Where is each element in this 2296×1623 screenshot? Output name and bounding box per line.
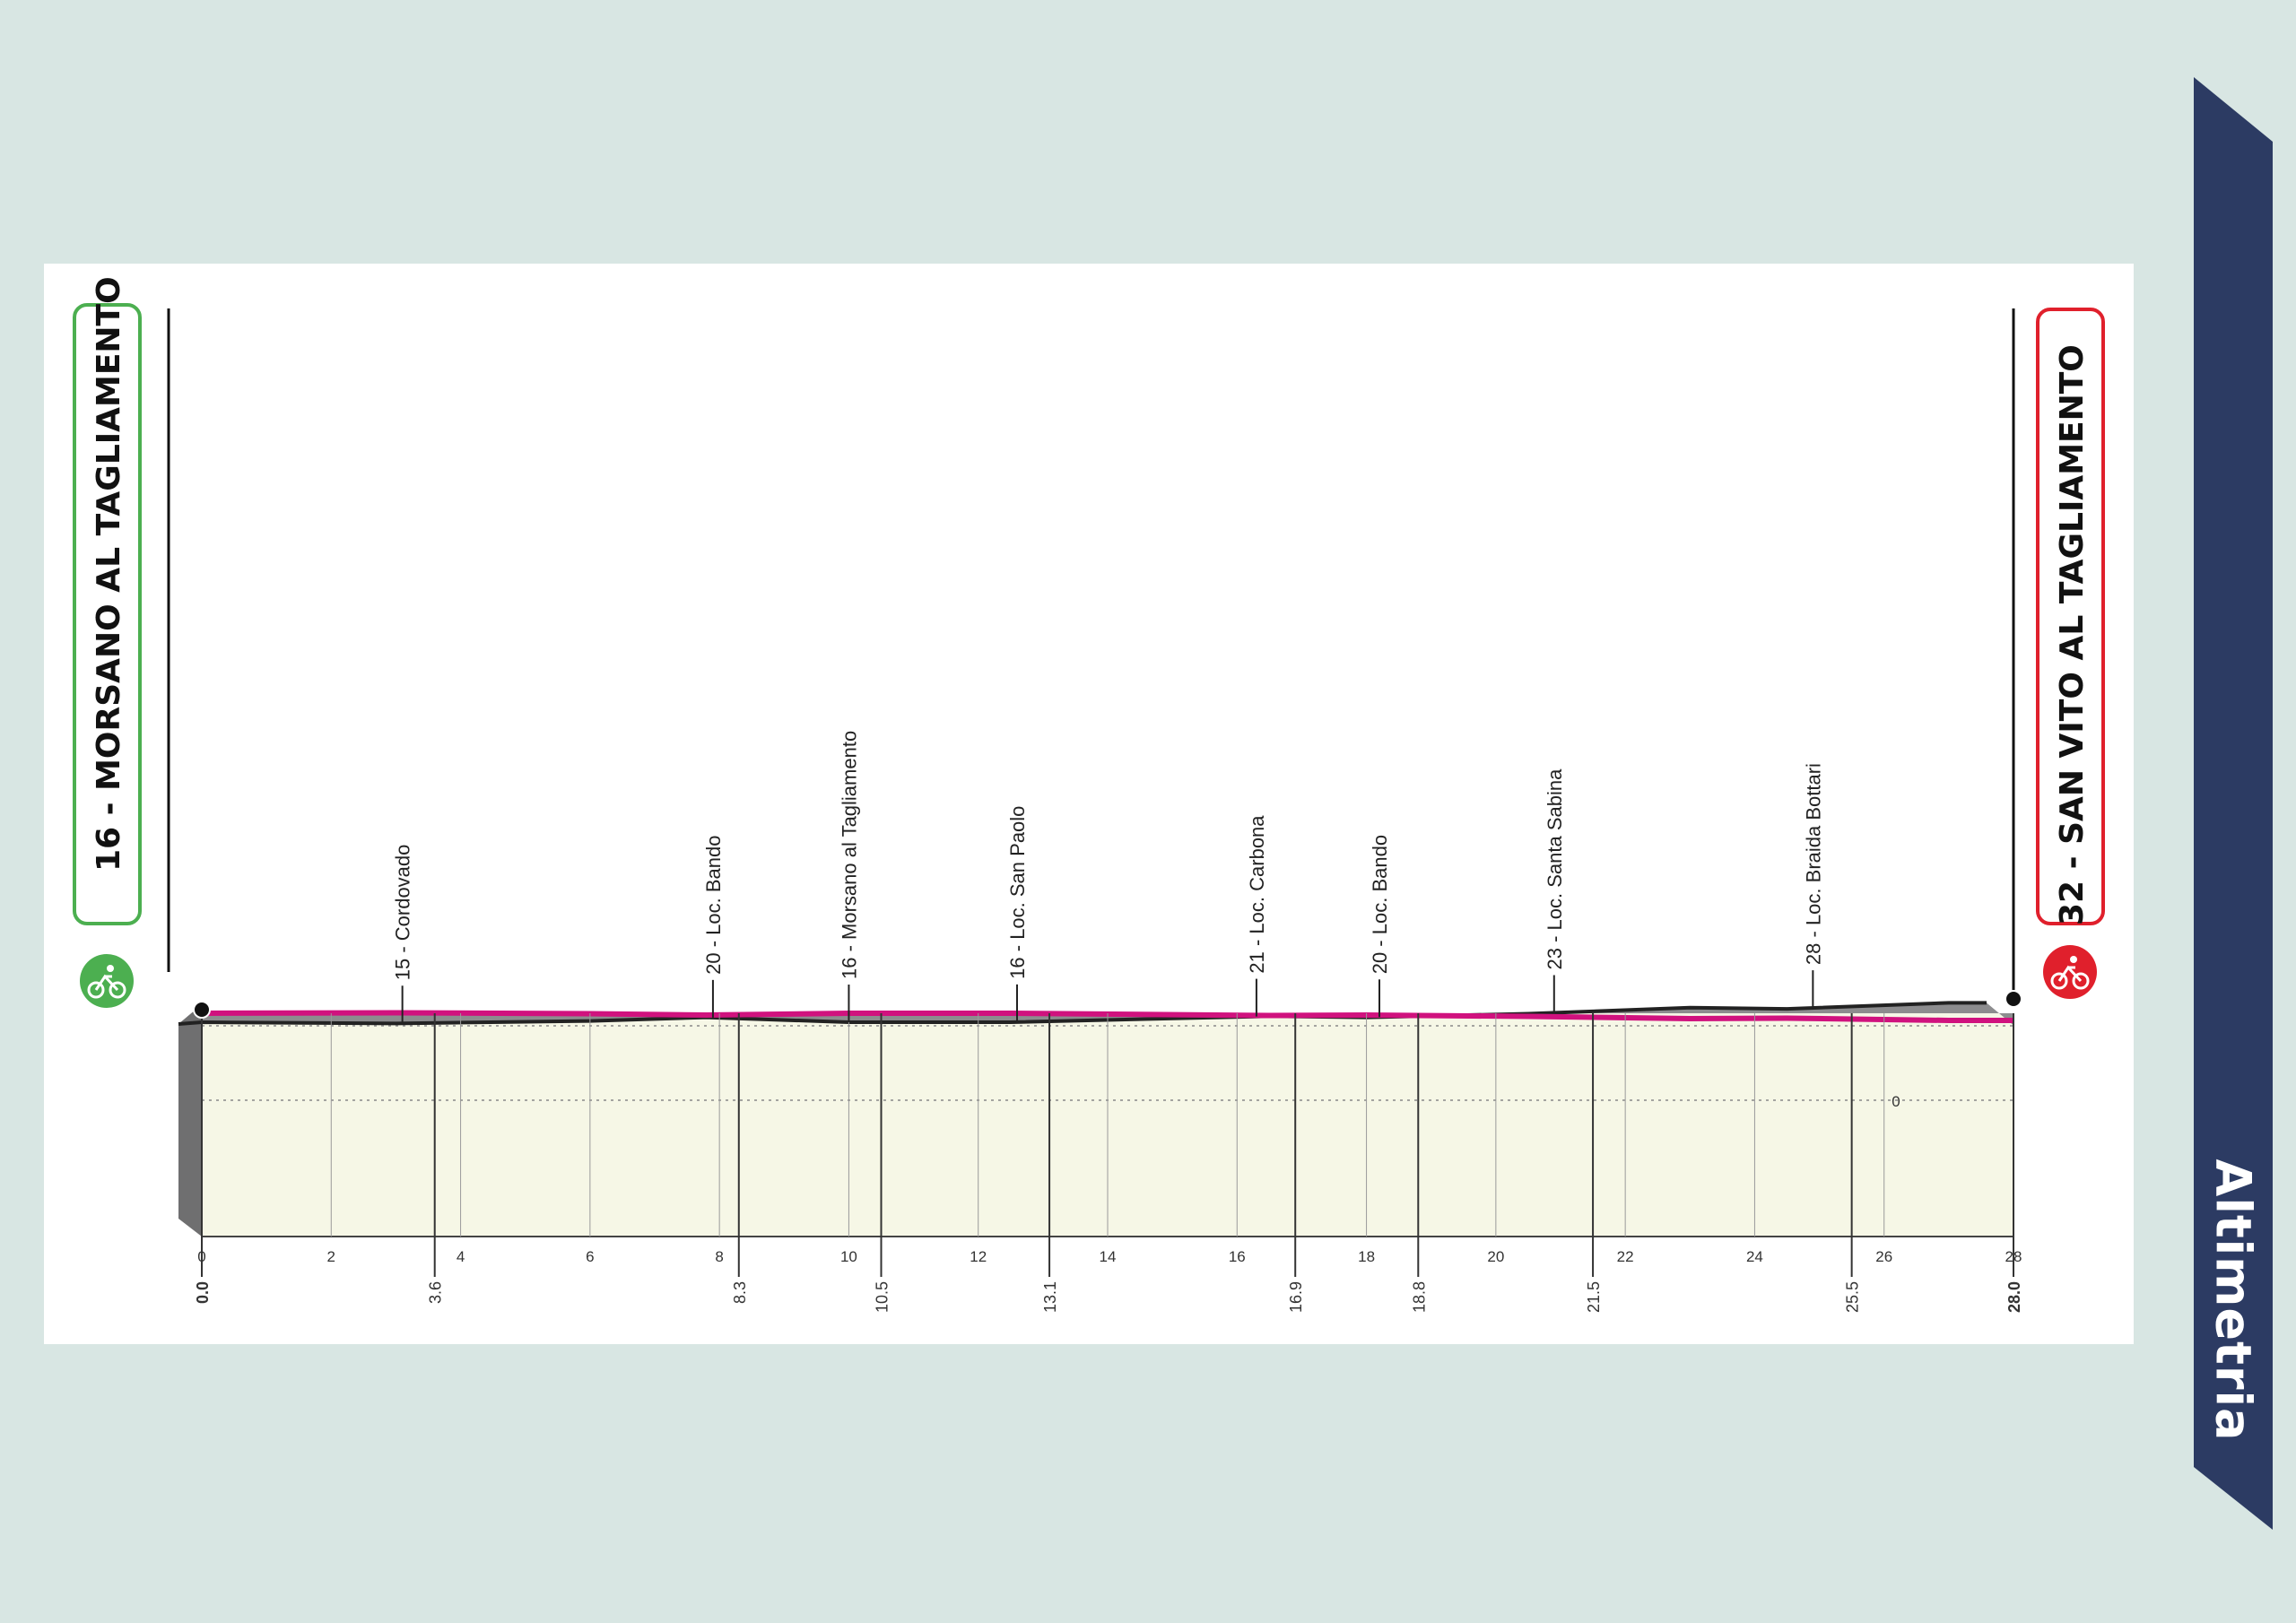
km-marker-label: 3.6 <box>427 1281 445 1304</box>
start-dot <box>193 1001 211 1019</box>
x-tick-label: 14 <box>1100 1248 1117 1265</box>
x-tick-label: 2 <box>327 1248 335 1265</box>
finish-bicycle-icon <box>2043 945 2097 999</box>
x-tick-label: 26 <box>1875 1248 1892 1265</box>
profile-outline <box>178 1001 1987 1026</box>
waypoint-label: 16 - Loc. San Paolo <box>1006 806 1029 979</box>
x-tick-label: 12 <box>970 1248 987 1265</box>
altitude-marker: 0 <box>1892 1093 1900 1110</box>
waypoint-label: 23 - Loc. Santa Sabina <box>1544 768 1566 970</box>
km-marker-label: 8.3 <box>731 1281 749 1304</box>
waypoint-label: 20 - Loc. Bando <box>1369 835 1391 974</box>
x-tick-label: 8 <box>715 1248 723 1265</box>
km-marker-label: 16.9 <box>1287 1281 1305 1313</box>
km-marker-label: 0.0 <box>194 1281 212 1304</box>
finish-banner-frame <box>2036 308 2105 925</box>
km-marker-label: 10.5 <box>874 1281 891 1313</box>
side-ribbon <box>2194 77 2273 1530</box>
waypoint-label: 28 - Loc. Braida Bottari <box>1802 763 1824 965</box>
finish-banner-label: 32 - SAN VITO AL TAGLIAMENTO <box>2054 344 2091 925</box>
waypoint-label: 16 - Morsano al Tagliamento <box>838 731 860 979</box>
x-tick-label: 24 <box>1746 1248 1763 1265</box>
km-marker-label: 28.0 <box>2005 1281 2023 1313</box>
waypoint-label: 20 - Loc. Bando <box>702 836 725 975</box>
x-tick-label: 22 <box>1617 1248 1634 1265</box>
start-banner: 16 - MORSANO AL TAGLIAMENTO <box>73 276 142 1008</box>
waypoint-label: 15 - Cordovado <box>392 845 414 981</box>
x-tick-label: 20 <box>1487 1248 1504 1265</box>
km-marker-label: 25.5 <box>1844 1281 1862 1313</box>
x-tick-label: 16 <box>1229 1248 1246 1265</box>
x-tick-label: 4 <box>457 1248 465 1265</box>
x-tick-label: 18 <box>1358 1248 1375 1265</box>
start-bicycle-icon <box>80 954 134 1008</box>
x-tick-label: 10 <box>840 1248 857 1265</box>
km-marker-label: 18.8 <box>1410 1281 1428 1313</box>
km-marker-label: 13.1 <box>1041 1281 1059 1313</box>
finish-dot <box>2005 990 2022 1008</box>
start-banner-label: 16 - MORSANO AL TAGLIAMENTO <box>91 276 127 872</box>
finish-banner: 32 - SAN VITO AL TAGLIAMENTO <box>2036 308 2105 999</box>
x-tick-label: 6 <box>586 1248 594 1265</box>
ribbon-label: Altimetria <box>2205 1159 2262 1442</box>
km-marker-label: 21.5 <box>1585 1281 1603 1313</box>
start-banner-frame <box>73 303 142 925</box>
waypoint-label: 21 - Loc. Carbona <box>1246 815 1268 974</box>
ribbon-shape <box>2194 77 2273 1530</box>
profile-wall <box>178 1004 202 1237</box>
